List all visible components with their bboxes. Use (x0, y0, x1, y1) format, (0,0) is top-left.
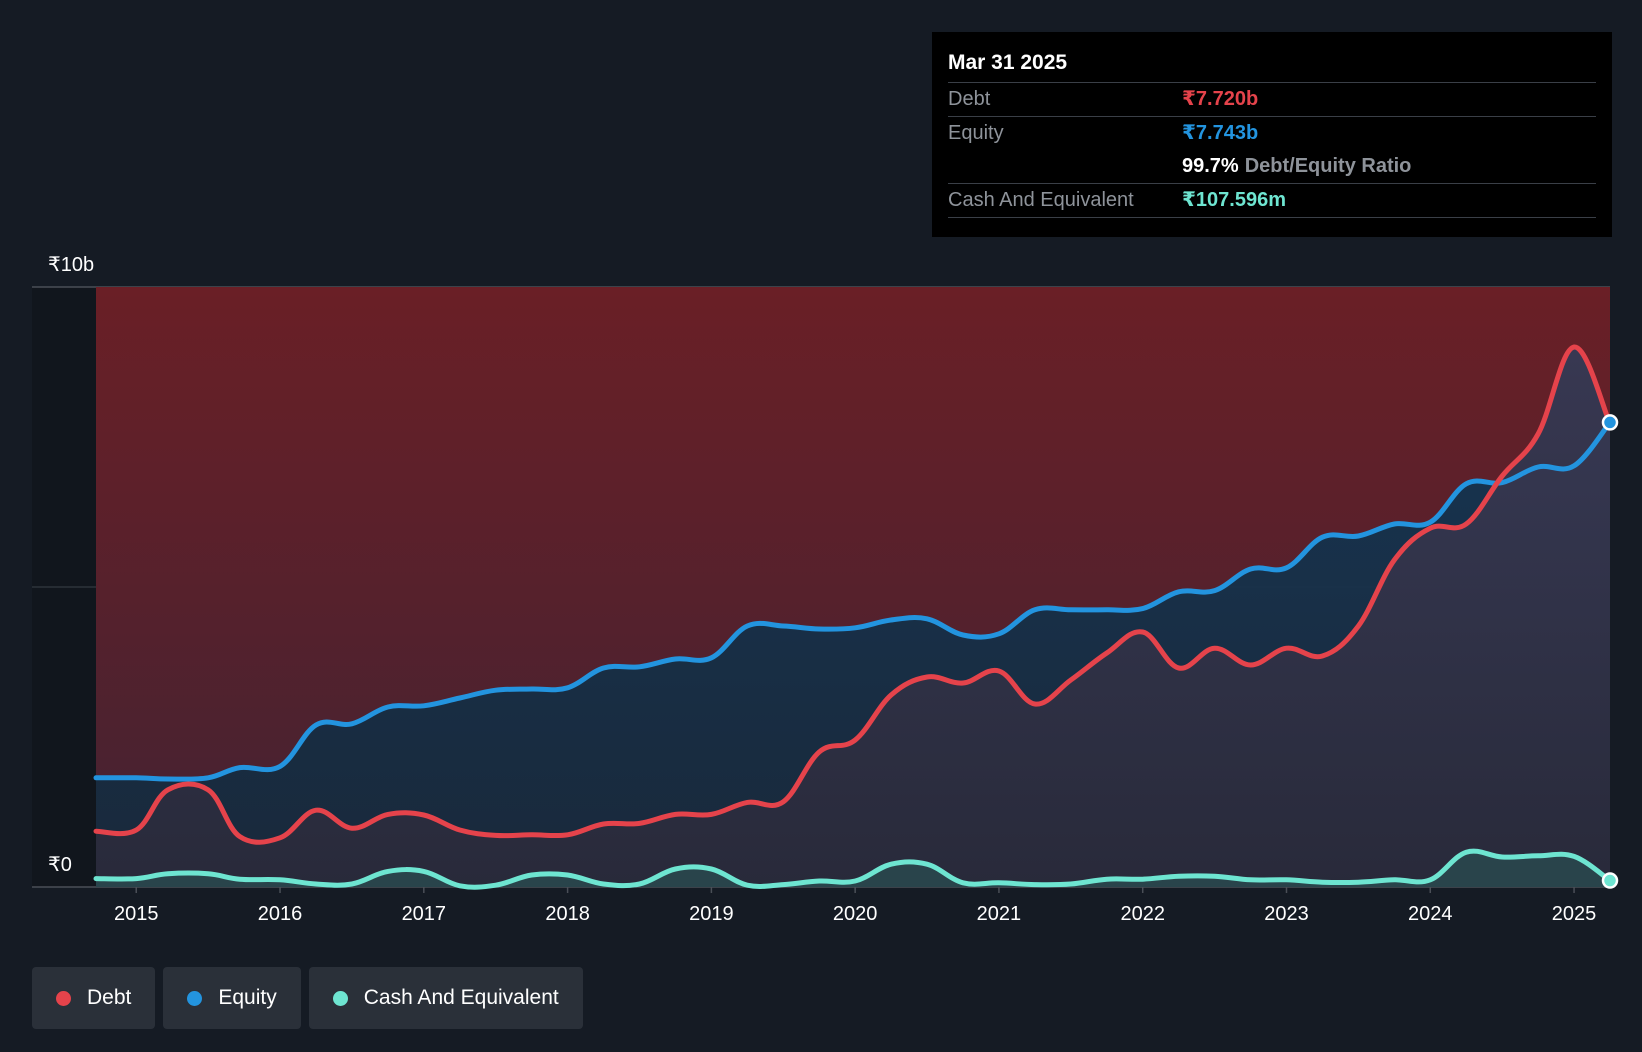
y-tick-zero: ₹0 (48, 854, 72, 876)
axis-labels: ₹10b ₹0 2015 2016 2017 2018 2019 2020 2021 2022 20… (48, 254, 1596, 925)
tooltip-ratio-value: 99.7% (1182, 155, 1239, 177)
tooltip-cash-row: Cash And Equivalent ₹107.596m (948, 184, 1596, 218)
x-tick-label: 2019 (689, 903, 734, 925)
legend: Debt Equity Cash And Equivalent (32, 967, 583, 1029)
x-tick-label: 2017 (402, 903, 447, 925)
cash-dot-icon (332, 990, 348, 1006)
x-tick-label: 2018 (545, 903, 590, 925)
tooltip-cash-label: Cash And Equivalent (948, 189, 1134, 211)
equity-line (93, 419, 1613, 782)
x-tick-label: 2021 (977, 903, 1022, 925)
debt-excess-area (96, 287, 1610, 780)
series-lines (93, 344, 1613, 890)
end-markers (1601, 414, 1619, 889)
legend-item-equity[interactable]: Equity (163, 967, 301, 1029)
tooltip-debt-row: Debt ₹7.720b (948, 83, 1596, 117)
cash-line (93, 848, 1613, 890)
x-tick-label: 2023 (1264, 903, 1309, 925)
series-areas (96, 287, 1610, 888)
x-tick-label: 2025 (1552, 903, 1597, 925)
tooltip-equity-label: Equity (948, 122, 1004, 144)
equity-dot-icon (187, 990, 203, 1006)
tooltip-debt-value: ₹7.720b (1182, 88, 1259, 110)
legend-item-cash[interactable]: Cash And Equivalent (308, 967, 583, 1029)
x-tick-label: 2015 (114, 903, 159, 925)
tooltip-equity-value: ₹7.743b (1182, 122, 1259, 144)
cash-end-marker (1601, 872, 1619, 889)
x-tick-label: 2024 (1408, 903, 1453, 925)
tooltip-panel: Mar 31 2025 Debt ₹7.720b Equity ₹7.743b … (932, 32, 1612, 237)
tooltip-debt-label: Debt (948, 88, 991, 110)
legend-debt-label: Debt (87, 986, 132, 1009)
tooltip-cash-value: ₹107.596m (1182, 189, 1286, 211)
x-tick-label: 2022 (1120, 903, 1165, 925)
tooltip-ratio-row: 99.7% Debt/Equity Ratio (948, 150, 1596, 184)
debt-line (93, 344, 1613, 845)
legend-item-debt[interactable]: Debt (32, 967, 156, 1029)
debt-area (96, 346, 1610, 887)
debt-dot-icon (56, 990, 71, 1006)
legend-equity-label: Equity (218, 986, 277, 1009)
y-tick-top: ₹10b (48, 254, 94, 276)
tooltip-ratio-label: Debt/Equity Ratio (1244, 155, 1412, 177)
x-tick-label: 2016 (258, 903, 303, 925)
tooltip-equity-row: Equity ₹7.743b (948, 117, 1596, 150)
x-tick-label: 2020 (833, 903, 878, 925)
tooltip-date: Mar 31 2025 (948, 46, 1596, 83)
tooltip-ratio-spacer (948, 150, 1182, 183)
legend-cash-label: Cash And Equivalent (363, 986, 559, 1009)
equity-end-marker (1601, 414, 1619, 431)
